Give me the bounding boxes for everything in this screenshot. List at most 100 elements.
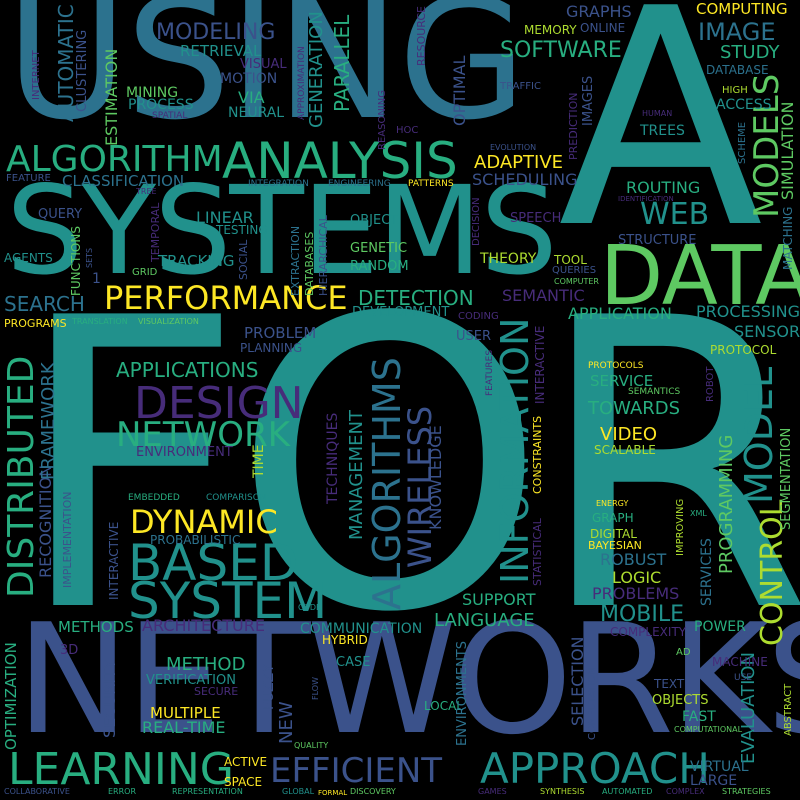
word-visualization: VISUALIZATION	[138, 317, 199, 326]
word-a: A	[558, 0, 764, 294]
word-programming: PROGRAMMING	[716, 434, 737, 574]
word-learning: LEARNING	[8, 744, 234, 795]
word-bayesian: BAYESIAN	[588, 539, 642, 552]
word-feature: FEATURE	[6, 173, 51, 184]
word-evolution: EVOLUTION	[490, 143, 537, 152]
word-trees: TREES	[640, 123, 685, 139]
word-processing: PROCESSING	[696, 302, 800, 321]
word-quality: QUALITY	[294, 741, 329, 750]
word-data: DATA	[600, 229, 800, 324]
word-planning: PLANNING	[240, 341, 303, 355]
word-comparison: COMPARISON	[206, 493, 267, 503]
word-methods: METHODS	[58, 618, 134, 636]
word-synthesis: SYNTHESIS	[540, 787, 585, 796]
word-distributed: DISTRIBUTED	[1, 355, 42, 598]
word-active: ACTIVE	[224, 755, 268, 769]
word-automatic: AUTOMATIC	[54, 4, 78, 122]
word-games: GAMES	[478, 787, 507, 796]
word-semantics: SEMANTICS	[628, 387, 681, 397]
word-sensor: SENSOR	[734, 322, 800, 341]
word-protocols: PROTOCOLS	[588, 361, 644, 371]
word-internet: INTERNET	[31, 50, 42, 100]
word-fast: FAST	[682, 709, 716, 725]
word-flow: FLOW	[311, 677, 320, 700]
word-databases: DATABASES	[303, 231, 316, 296]
word-grid: GRID	[132, 267, 158, 278]
word-coding: CODING	[458, 311, 499, 322]
word-tracking: TRACKING	[158, 252, 235, 270]
word-decision: DECISION	[471, 197, 482, 246]
word-traffic: TRAFFIC	[500, 81, 541, 92]
word-parallel: PARALLEL	[330, 14, 354, 112]
word-xml: XML	[690, 509, 707, 518]
word-identification: IDENTIFICATION	[618, 195, 674, 203]
word-verification: VERIFICATION	[146, 673, 236, 688]
word-study: STUDY	[720, 42, 780, 63]
word-complex: COMPLEX	[666, 787, 705, 796]
word-random: RANDOM	[350, 259, 409, 274]
word-power: POWER	[694, 619, 746, 635]
word-security: SECURITY	[100, 659, 119, 738]
word-probabilistic: PROBABILISTIC	[150, 533, 241, 547]
word-problem: PROBLEM	[244, 324, 317, 342]
word-representation: REPRESENTATION	[172, 787, 243, 796]
word-digital: DIGITAL	[590, 527, 637, 541]
word-recognition: RECOGNITION	[36, 464, 55, 578]
word-applications: APPLICATIONS	[116, 358, 259, 382]
word-systems: SYSTEMS	[6, 160, 558, 302]
word-services: SERVICES	[699, 538, 715, 606]
word-graph: GRAPH	[592, 511, 634, 525]
word-scheduling: SCHEDULING	[472, 170, 578, 189]
word-image: IMAGE	[698, 18, 776, 46]
word-3d: 3D	[60, 643, 79, 658]
word-knowledge: KNOWLEDGE	[426, 425, 445, 530]
word-interactive: INTERACTIVE	[533, 325, 547, 404]
word-functions: FUNCTIONS	[69, 226, 83, 296]
word-analysis: ANALYSIS	[222, 132, 458, 190]
word-clustering: CLUSTERING	[75, 29, 90, 112]
word-implementation: IMPLEMENTATION	[61, 491, 74, 588]
word-video: VIDEO	[600, 424, 658, 445]
word-patterns: PATTERNS	[408, 179, 454, 189]
word-discovery: DISCOVERY	[350, 787, 396, 796]
word-computer: COMPUTER	[554, 277, 599, 286]
word-features: FEATURES	[485, 349, 495, 396]
word-engineering: ENGINEERING	[328, 179, 391, 189]
word-tree: TREE	[136, 187, 157, 196]
word-extraction: EXTRACTION	[289, 225, 302, 296]
word-formal: FORMAL	[318, 789, 348, 797]
word-database: DATABASE	[706, 63, 769, 77]
word-case: CASE	[336, 655, 371, 670]
word-computing: COMPUTING	[696, 0, 788, 18]
word-memory: MEMORY	[524, 23, 577, 37]
word-resource: RESOURCE	[415, 5, 428, 66]
word-using: USING	[6, 0, 527, 157]
word-optimal: OPTIMAL	[450, 55, 469, 126]
word-one: 1	[92, 271, 101, 287]
word-search: SEARCH	[4, 292, 85, 316]
word-real-time: REAL-TIME	[142, 718, 226, 737]
word-robust: ROBUST	[600, 550, 667, 569]
word-techniques: TECHNIQUES	[325, 412, 341, 504]
word-framework: FRAMEWORK	[38, 362, 59, 480]
word-secure: SECURE	[194, 685, 239, 698]
word-protocol: PROTOCOL	[710, 343, 777, 357]
word-communication: COMMUNICATION	[300, 621, 423, 637]
word-towards: TOWARDS	[588, 398, 681, 419]
word-software: SOFTWARE	[500, 38, 622, 63]
word-query: QUERY	[38, 207, 83, 222]
word-integration: INTEGRATION	[248, 179, 309, 189]
word-queries: QUERIES	[552, 265, 597, 276]
word-design: DESIGN	[134, 378, 304, 429]
word-embedded: EMBEDDED	[128, 493, 180, 503]
word-access: ACCESS	[716, 97, 772, 113]
word-sets: SETS	[85, 247, 94, 268]
word-simulation: SIMULATION	[778, 101, 797, 200]
word-global: GLOBAL	[282, 787, 315, 796]
word-graphs: GRAPHS	[566, 2, 632, 21]
word-service: SERVICE	[590, 372, 654, 390]
word-development: DEVELOPMENT	[352, 305, 450, 320]
word-statistical: STATISTICAL	[531, 518, 544, 586]
word-text: TEXT	[654, 677, 685, 691]
